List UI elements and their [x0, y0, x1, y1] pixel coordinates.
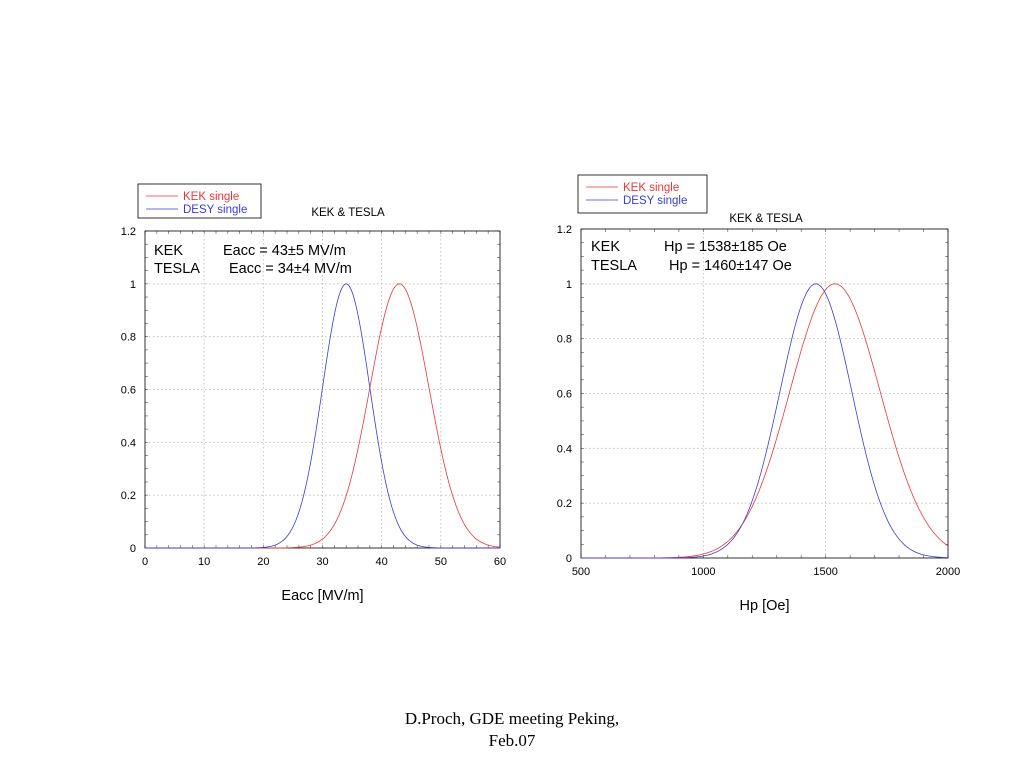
plot-frame [144, 230, 501, 549]
x-tick-label: 30 [316, 556, 328, 568]
legend-label: KEK single [183, 191, 239, 203]
annotation-tesla-name: TESLA [154, 261, 200, 277]
y-tick-label: 0.2 [557, 498, 572, 510]
annotation-tesla-value: Eacc = 34±4 MV/m [229, 261, 352, 277]
legend-box [137, 183, 262, 219]
x-tick-label: 10 [198, 556, 210, 568]
legend-box [577, 174, 708, 214]
series-line-desy [581, 283, 949, 559]
annotation-tesla-value: Hp = 1460±147 Oe [669, 258, 792, 274]
chart-2: 500 1000 1500 2000 0 0.2 0.4 0.6 0.8 1 1.2 KEK & TE… [557, 174, 960, 614]
y-tick-label: 0 [130, 543, 136, 555]
x-tick-label: 500 [572, 566, 590, 578]
x-tick-label: 1000 [691, 566, 715, 578]
y-tick-label: 1.2 [121, 226, 136, 238]
y-tick-label: 0.8 [557, 334, 572, 346]
y-tick-label: 0.6 [121, 385, 136, 397]
x-tick-label: 40 [376, 556, 388, 568]
x-tick-label: 0 [142, 556, 148, 568]
x-tick-label: 2000 [936, 566, 960, 578]
plot-frame [580, 228, 949, 559]
annotation-tesla-name: TESLA [591, 258, 637, 274]
footer-line-1: D.Proch, GDE meeting Peking, [404, 709, 620, 728]
series-line-kek [581, 283, 949, 559]
annotation-kek-value: Eacc = 43±5 MV/m [223, 243, 346, 259]
legend-label: DESY single [183, 204, 247, 216]
chart-1: 0 10 20 30 40 50 60 0 0.2 0.4 0.6 0.8 1 1.2 KEK & TESL… [121, 183, 506, 604]
chart-title: KEK & TESLA [729, 213, 803, 225]
annotation-kek-value: Hp = 1538±185 Oe [664, 239, 787, 255]
x-tick-label: 20 [257, 556, 269, 568]
y-tick-label: 0.4 [121, 437, 136, 449]
y-tick-label: 1 [130, 279, 136, 291]
legend-label: DESY single [623, 195, 687, 207]
chart-title: KEK & TESLA [311, 207, 385, 219]
footer-caption: D.Proch, GDE meeting Peking, Feb.07 [312, 708, 712, 752]
y-tick-label: 0.4 [557, 443, 572, 455]
x-tick-label: 60 [494, 556, 506, 568]
x-axis-label: Eacc [MV/m] [281, 588, 363, 604]
y-tick-label: 0.6 [557, 389, 572, 401]
y-tick-label: 0 [566, 553, 572, 565]
legend-label: KEK single [623, 182, 679, 194]
y-tick-label: 0.8 [121, 332, 136, 344]
x-tick-label: 1500 [813, 566, 837, 578]
footer-line-2: Feb.07 [488, 731, 536, 750]
y-tick-label: 1.2 [557, 224, 572, 236]
y-tick-label: 1 [566, 279, 572, 291]
x-axis-label: Hp [Oe] [740, 598, 790, 614]
annotation-kek-name: KEK [154, 243, 183, 259]
series-line-desy [145, 283, 500, 549]
x-tick-label: 50 [435, 556, 447, 568]
y-tick-label: 0.2 [121, 490, 136, 502]
annotation-kek-name: KEK [591, 239, 620, 255]
